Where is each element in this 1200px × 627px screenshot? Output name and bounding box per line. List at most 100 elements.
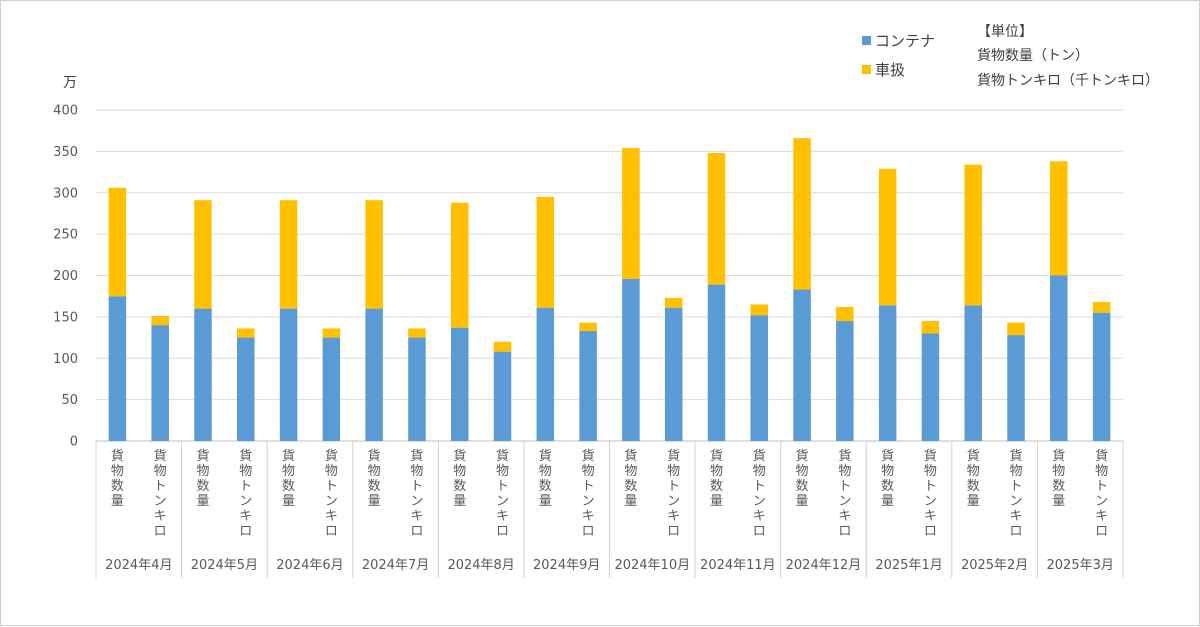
- bar-segment-wagon: [750, 304, 769, 316]
- bar-segment-container: [450, 327, 469, 441]
- legend-label: コンテナ: [875, 32, 935, 50]
- bar-segment-wagon: [793, 138, 811, 290]
- legend-label: 車扱: [875, 61, 905, 79]
- x-category-label: 貨物トンキロ: [1010, 448, 1023, 539]
- x-category-label: 貨物数量: [453, 448, 466, 509]
- x-category-label: 貨物トンキロ: [924, 448, 937, 539]
- x-category-label: 貨物数量: [282, 448, 295, 509]
- unit-note-line: 貨物数量（トン）: [977, 47, 1089, 64]
- x-category-label: 貨物数量: [710, 448, 723, 509]
- x-category-label: 貨物トンキロ: [496, 448, 509, 539]
- x-group-label: 2024年7月: [362, 558, 429, 573]
- bar-segment-container: [878, 305, 897, 441]
- bar-segment-container: [151, 325, 169, 441]
- x-category-label: 貨物数量: [368, 448, 381, 509]
- y-tick-label: 100: [53, 352, 78, 367]
- bar-segment-container: [536, 307, 555, 441]
- legend-swatch: [862, 36, 871, 45]
- y-axis-unit: 万: [63, 75, 77, 91]
- y-tick-label: 350: [53, 145, 78, 160]
- bar-segment-container: [707, 284, 726, 441]
- x-category-label: 貨物数量: [196, 448, 209, 509]
- x-category-label: 貨物数量: [881, 448, 894, 509]
- bar-segment-wagon: [921, 321, 940, 334]
- legend-swatch: [862, 65, 871, 74]
- x-group-label: 2024年12月: [786, 558, 862, 573]
- bar-segment-container: [836, 321, 854, 441]
- bar-segment-container: [1092, 312, 1111, 441]
- x-group-label: 2025年2月: [961, 558, 1028, 573]
- bar-segment-wagon: [579, 322, 597, 331]
- x-group-label: 2024年11月: [700, 558, 776, 573]
- x-category-label: 貨物数量: [796, 448, 809, 509]
- bar-segment-wagon: [1007, 322, 1025, 336]
- bar-segment-container: [493, 351, 512, 441]
- x-category-label: 貨物数量: [539, 448, 552, 509]
- x-category-label: 貨物数量: [967, 448, 980, 509]
- bar-segment-container: [793, 289, 811, 441]
- bar-segment-container: [921, 333, 940, 441]
- bar-segment-wagon: [836, 306, 854, 322]
- y-tick-label: 400: [53, 104, 78, 119]
- bar-segment-wagon: [1050, 161, 1068, 276]
- bar-segment-container: [664, 307, 683, 441]
- y-tick-label: 50: [61, 393, 78, 408]
- y-tick-label: 250: [53, 228, 78, 243]
- x-group-label: 2024年6月: [276, 558, 343, 573]
- bar-segment-wagon: [151, 316, 169, 326]
- bar-segment-container: [579, 330, 597, 441]
- x-group-label: 2024年4月: [105, 558, 172, 573]
- bar-segment-wagon: [408, 328, 426, 338]
- bar-segment-wagon: [622, 148, 640, 279]
- x-category-label: 貨物数量: [111, 448, 124, 509]
- bar-segment-wagon: [237, 328, 255, 338]
- x-group-label: 2025年1月: [875, 558, 942, 573]
- bar-segment-wagon: [108, 187, 127, 297]
- x-group-label: 2024年10月: [614, 558, 690, 573]
- x-category-label: 貨物トンキロ: [753, 448, 766, 539]
- x-group-label: 2024年8月: [447, 558, 514, 573]
- x-category-label: 貨物数量: [624, 448, 637, 509]
- bar-segment-container: [237, 337, 255, 441]
- bar-segment-wagon: [365, 200, 383, 309]
- unit-note-title: 【単位】: [977, 24, 1033, 40]
- y-tick-label: 0: [70, 435, 78, 450]
- y-tick-label: 150: [53, 310, 78, 325]
- bar-segment-container: [408, 337, 426, 441]
- bar-segment-wagon: [493, 341, 512, 352]
- bar-segment-wagon: [450, 202, 469, 328]
- bar-segment-container: [365, 308, 383, 441]
- x-category-label: 貨物トンキロ: [410, 448, 423, 539]
- y-tick-label: 200: [53, 269, 78, 284]
- bar-segment-container: [279, 308, 298, 441]
- bar-segment-container: [622, 278, 640, 441]
- x-category-label: 貨物トンキロ: [239, 448, 252, 539]
- bar-segment-wagon: [707, 153, 726, 285]
- x-category-label: 貨物数量: [1052, 448, 1065, 509]
- bar-segment-wagon: [878, 168, 897, 306]
- x-category-label: 貨物トンキロ: [667, 448, 680, 539]
- bar-segment-container: [750, 315, 769, 441]
- x-group-label: 2024年5月: [191, 558, 258, 573]
- bar-segment-wagon: [279, 200, 298, 309]
- bar-segment-wagon: [322, 328, 341, 338]
- x-category-label: 貨物トンキロ: [325, 448, 338, 539]
- x-group-label: 2025年3月: [1047, 558, 1114, 573]
- bar-segment-container: [1007, 335, 1025, 441]
- x-group-label: 2024年9月: [533, 558, 600, 573]
- bar-segment-container: [194, 308, 212, 441]
- bar-segment-wagon: [964, 164, 982, 306]
- bar-segment-wagon: [1092, 301, 1111, 313]
- bar-segment-wagon: [194, 200, 212, 309]
- bar-segment-container: [964, 305, 982, 441]
- bar-segment-wagon: [536, 196, 555, 308]
- x-category-label: 貨物トンキロ: [582, 448, 595, 539]
- bar-segment-wagon: [664, 297, 683, 308]
- x-category-label: 貨物トンキロ: [154, 448, 167, 539]
- bar-segment-container: [322, 337, 341, 441]
- x-category-label: 貨物トンキロ: [1095, 448, 1108, 539]
- bar-segment-container: [1050, 275, 1068, 441]
- bar-segment-container: [108, 296, 127, 441]
